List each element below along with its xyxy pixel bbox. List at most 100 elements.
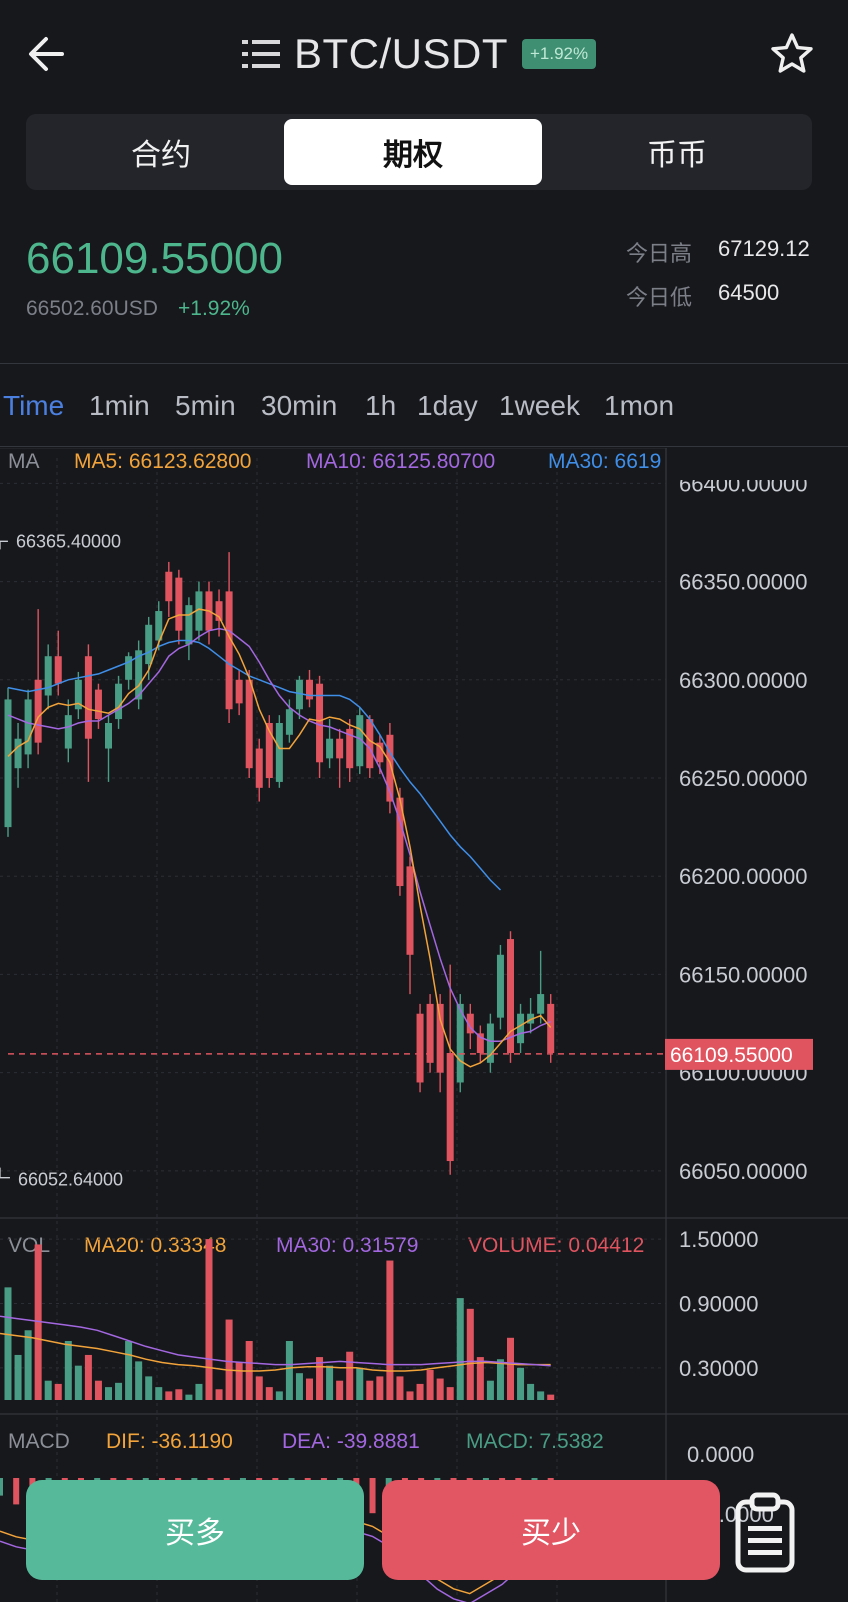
tab-5min[interactable]: 5min xyxy=(175,390,236,421)
candle-body xyxy=(64,715,72,749)
volume-bar xyxy=(125,1341,133,1400)
macd-histogram-bar xyxy=(369,1478,376,1514)
change-badge: +1.92% xyxy=(522,39,597,69)
candle-body xyxy=(265,723,273,778)
candle-body xyxy=(507,939,514,1053)
vol-ma30-legend: MA30: 0.31579 xyxy=(276,1234,418,1257)
candle-body xyxy=(547,1003,555,1053)
macd-value-legend: MACD: 7.5382 xyxy=(466,1430,604,1453)
candle-body xyxy=(316,683,324,763)
candle-body xyxy=(235,679,243,704)
candle-body xyxy=(105,723,112,749)
volume-bar xyxy=(74,1365,82,1400)
volume-bar xyxy=(94,1380,102,1400)
volume-axis-tick-label: 1.50000 xyxy=(679,1227,759,1252)
tab-1week[interactable]: 1week xyxy=(499,390,580,421)
macd-dif-legend: DIF: -36.1190 xyxy=(106,1430,233,1453)
change-percent: +1.92% xyxy=(178,297,250,320)
volume-bar xyxy=(145,1376,153,1400)
usd-price: 66502.60USD xyxy=(26,297,158,320)
volume-bar xyxy=(205,1239,213,1400)
candle-body xyxy=(537,994,545,1014)
tab-1day[interactable]: 1day xyxy=(417,390,478,421)
candle-body xyxy=(34,679,42,743)
candle-body xyxy=(396,797,404,887)
high-marker xyxy=(0,540,8,550)
candle-body xyxy=(195,591,203,631)
candle-body xyxy=(356,715,364,767)
current-price-badge xyxy=(665,1038,813,1070)
vol-legend-prefix: VOL xyxy=(8,1234,50,1257)
candle-body xyxy=(245,679,253,769)
volume-bar xyxy=(64,1341,72,1400)
volume-bar xyxy=(4,1287,12,1400)
divider xyxy=(0,446,848,447)
tab-contract[interactable]: 合约 xyxy=(131,139,191,172)
volume-bar xyxy=(356,1367,364,1400)
volume-bar xyxy=(185,1394,193,1400)
candle-body xyxy=(84,656,92,739)
ma-legend-prefix: MA xyxy=(8,450,40,473)
volume-bar xyxy=(34,1244,42,1400)
volume-bar xyxy=(426,1369,434,1400)
candle-body xyxy=(94,689,102,720)
volume-bar xyxy=(456,1298,464,1400)
volume-axis-tick-label: 0.30000 xyxy=(679,1356,759,1381)
volume-bar xyxy=(476,1357,484,1400)
arrow-left-icon[interactable] xyxy=(22,28,74,80)
tab-1mon[interactable]: 1mon xyxy=(604,390,675,421)
market-type-switcher: 合约 期权 币币 xyxy=(26,114,812,190)
volume-bar xyxy=(406,1391,414,1400)
candle-body xyxy=(496,954,504,1018)
volume-bar xyxy=(155,1387,163,1400)
candle-body xyxy=(14,738,22,769)
volume-bar xyxy=(486,1380,494,1400)
volume-bar xyxy=(54,1383,62,1400)
volume-bar xyxy=(235,1362,243,1400)
kline-chart[interactable]: 66400.00000 66350.00000 66300.00000 66250.0… xyxy=(0,448,848,1602)
volume-bar xyxy=(527,1383,535,1400)
candle-body xyxy=(145,624,153,665)
volume-bar xyxy=(416,1383,424,1400)
tab-1min[interactable]: 1min xyxy=(89,390,150,421)
ma5-line xyxy=(7,608,552,1068)
volume-bar xyxy=(537,1391,545,1400)
low-value: 64500 xyxy=(718,280,780,305)
tab-time[interactable]: Time xyxy=(3,390,65,421)
candle-body xyxy=(456,1003,464,1083)
candle-body xyxy=(44,656,52,696)
candle-body xyxy=(115,683,123,720)
price-axis-tick-label: 66200.00000 xyxy=(679,864,807,889)
volume-bar xyxy=(507,1337,514,1400)
tab-30min[interactable]: 30min xyxy=(261,390,338,421)
macd-axis-tick-label: 0.0000 xyxy=(687,1442,754,1467)
candle-body xyxy=(426,1003,434,1063)
timeframe-tabs: Time 1min 5min 30min 1h 1day 1week 1mon xyxy=(0,366,848,446)
trade-actions: 买多 买少 xyxy=(0,1472,848,1602)
candle-body xyxy=(275,723,283,782)
tab-spot[interactable]: 币币 xyxy=(647,139,707,172)
low-annotation: 66052.64000 xyxy=(18,1170,123,1190)
volume-bar xyxy=(135,1361,143,1400)
clipboard-list-icon[interactable] xyxy=(732,1490,798,1574)
volume-bar xyxy=(295,1373,303,1400)
buy-long-button[interactable]: 买多 xyxy=(26,1480,364,1580)
tab-options[interactable]: 期权 xyxy=(284,119,542,185)
volume-bar xyxy=(225,1319,233,1400)
volume-bar xyxy=(275,1391,283,1400)
candle-body xyxy=(285,709,293,735)
candle-body xyxy=(416,1013,424,1083)
candle-body xyxy=(155,611,163,641)
candle-body xyxy=(486,1023,494,1063)
buy-short-button[interactable]: 买少 xyxy=(382,1480,720,1580)
candle-body xyxy=(225,591,233,710)
candle-body xyxy=(366,719,374,769)
tab-1h[interactable]: 1h xyxy=(365,390,397,421)
kline-chart-svg: 66400.0000066350.0000066300.0000066250.0… xyxy=(0,448,848,1602)
low-label: 今日低 xyxy=(626,285,693,310)
star-icon[interactable] xyxy=(768,30,816,78)
candle-body xyxy=(466,1013,474,1034)
pair-selector[interactable]: BTC/USDT +1.92% xyxy=(240,26,597,82)
volume-bar xyxy=(386,1260,394,1400)
legend-mask xyxy=(667,448,848,480)
